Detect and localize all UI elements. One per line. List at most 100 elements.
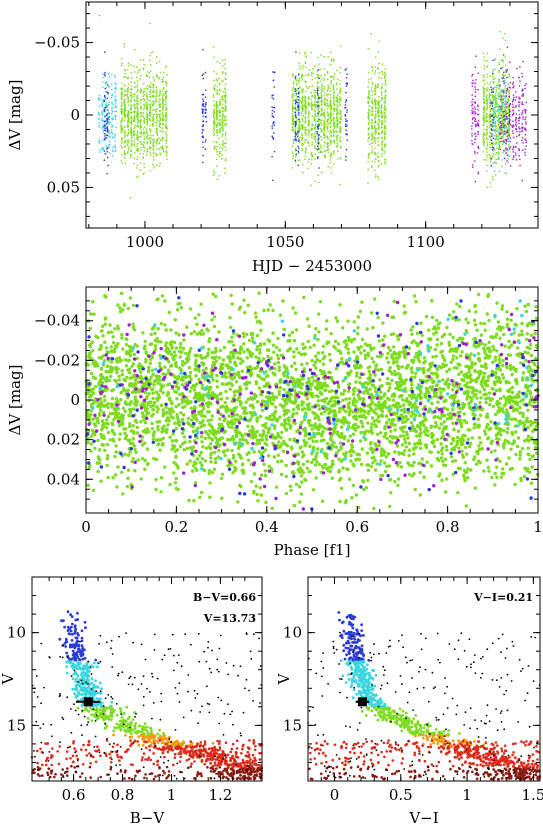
lightcurve-point-green (149, 93, 151, 95)
lightcurve-point-blue (346, 111, 348, 113)
lightcurve-point-magenta (500, 132, 502, 134)
lightcurve-point-green (493, 99, 495, 101)
lightcurve-point-green (152, 149, 155, 151)
lightcurve-point-blue (271, 156, 273, 158)
lightcurve-point-green (310, 72, 313, 74)
lightcurve-point-green (317, 94, 320, 97)
lightcurve-point-green (311, 103, 314, 106)
lightcurve-point-green (302, 128, 304, 131)
lightcurve-point-magenta (512, 99, 514, 101)
lightcurve-point-green (327, 114, 329, 116)
lightcurve-point-green (367, 129, 370, 131)
lightcurve-point-green (124, 90, 126, 92)
lightcurve-point-cyan (111, 132, 113, 134)
lightcurve-point-green (224, 115, 226, 118)
lightcurve-point-green (120, 111, 123, 114)
lightcurve-point-green (320, 99, 323, 102)
lightcurve-point-cyan (114, 82, 116, 84)
lightcurve-point-green (483, 77, 485, 79)
lightcurve-point-cyan (508, 149, 510, 151)
lightcurve-point-cyan (107, 73, 110, 75)
lightcurve-point-cyan (108, 112, 111, 114)
lightcurve-point-green (327, 151, 329, 153)
phase-point-green (92, 312, 96, 316)
lightcurve-point-green (374, 126, 376, 129)
lightcurve-point-green (340, 147, 342, 149)
lightcurve-point-magenta (472, 117, 474, 119)
lightcurve-point-green (162, 87, 165, 89)
lightcurve-point-green (380, 112, 383, 114)
lightcurve-point-green (153, 89, 155, 92)
lightcurve-point-magenta (512, 158, 514, 161)
lightcurve-point-green (311, 85, 313, 88)
phase-point-green (262, 342, 267, 346)
lightcurve-point-green (161, 90, 163, 93)
lightcurve-point-magenta (521, 111, 523, 114)
lightcurve-point-cyan (504, 150, 506, 152)
lightcurve-point-green (222, 128, 224, 130)
lightcurve-point-green (139, 124, 141, 127)
lightcurve-point-green (156, 56, 158, 58)
lightcurve-point-green (499, 108, 501, 111)
lightcurve-point-green (498, 92, 500, 95)
lightcurve-point-green (375, 128, 377, 130)
lightcurve-point-green (161, 119, 164, 122)
phase-point-green (376, 432, 380, 436)
lightcurve-point-green (370, 33, 372, 35)
lightcurve-point-green (367, 121, 370, 124)
lightcurve-point-blue (316, 101, 318, 103)
lightcurve-point-green (377, 152, 380, 155)
phase-point-green (89, 442, 94, 446)
lightcurve-point-green (327, 72, 329, 74)
lightcurve-point-green (504, 132, 507, 134)
lightcurve-point-green (131, 88, 133, 90)
lightcurve-point-magenta (508, 119, 511, 122)
lightcurve-point-green (377, 77, 380, 79)
lightcurve-point-green (218, 93, 220, 96)
lightcurve-point-green (149, 84, 151, 86)
lightcurve-point-green (313, 116, 315, 118)
lightcurve-point-cyan (102, 131, 104, 133)
lightcurve-point-green (323, 94, 325, 97)
lightcurve-point-green (136, 167, 138, 169)
lightcurve-point-green (336, 119, 338, 122)
lightcurve-point-green (224, 78, 227, 80)
lightcurve-point-blue (104, 87, 106, 90)
lightcurve-point-green (502, 89, 504, 91)
lightcurve-point-green (483, 97, 485, 100)
lightcurve-point-green (127, 62, 130, 64)
lightcurve-point-green (314, 141, 317, 143)
lightcurve-point-green (222, 114, 224, 116)
lightcurve-point-green (333, 100, 335, 102)
lightcurve-point-blue (317, 127, 320, 130)
lightcurve-point-green (130, 64, 132, 66)
lightcurve-point-green (219, 152, 221, 154)
lightcurve-point-blue (345, 156, 347, 158)
lightcurve-point-green (496, 147, 498, 149)
lightcurve-point-green (313, 105, 316, 107)
lightcurve-point-green (505, 69, 507, 72)
lightcurve-point-cyan (101, 111, 103, 113)
lightcurve-point-green (317, 89, 320, 91)
lightcurve-point-green (292, 155, 295, 157)
lightcurve-point-green (136, 94, 139, 97)
lightcurve-point-green (372, 110, 374, 112)
lightcurve-point-green (137, 150, 139, 152)
lightcurve-point-green (504, 39, 507, 41)
lightcurve-point-green (150, 103, 152, 105)
phase-point-green (460, 350, 464, 354)
lightcurve-point-cyan (493, 122, 496, 125)
lightcurve-point-green (140, 141, 142, 143)
lightcurve-point-blue (202, 136, 204, 139)
lightcurve-point-green (372, 107, 374, 110)
lightcurve-point-magenta (472, 166, 474, 168)
lightcurve-point-green (146, 142, 148, 144)
lightcurve-point-green (137, 156, 139, 158)
lightcurve-point-green (149, 146, 151, 149)
lightcurve-point-green (136, 133, 139, 135)
lightcurve-point-green (381, 123, 383, 126)
lightcurve-point-green (321, 147, 323, 150)
phase-point-green (388, 382, 392, 386)
lightcurve-point-blue (345, 99, 348, 102)
lightcurve-point-green (301, 91, 304, 93)
